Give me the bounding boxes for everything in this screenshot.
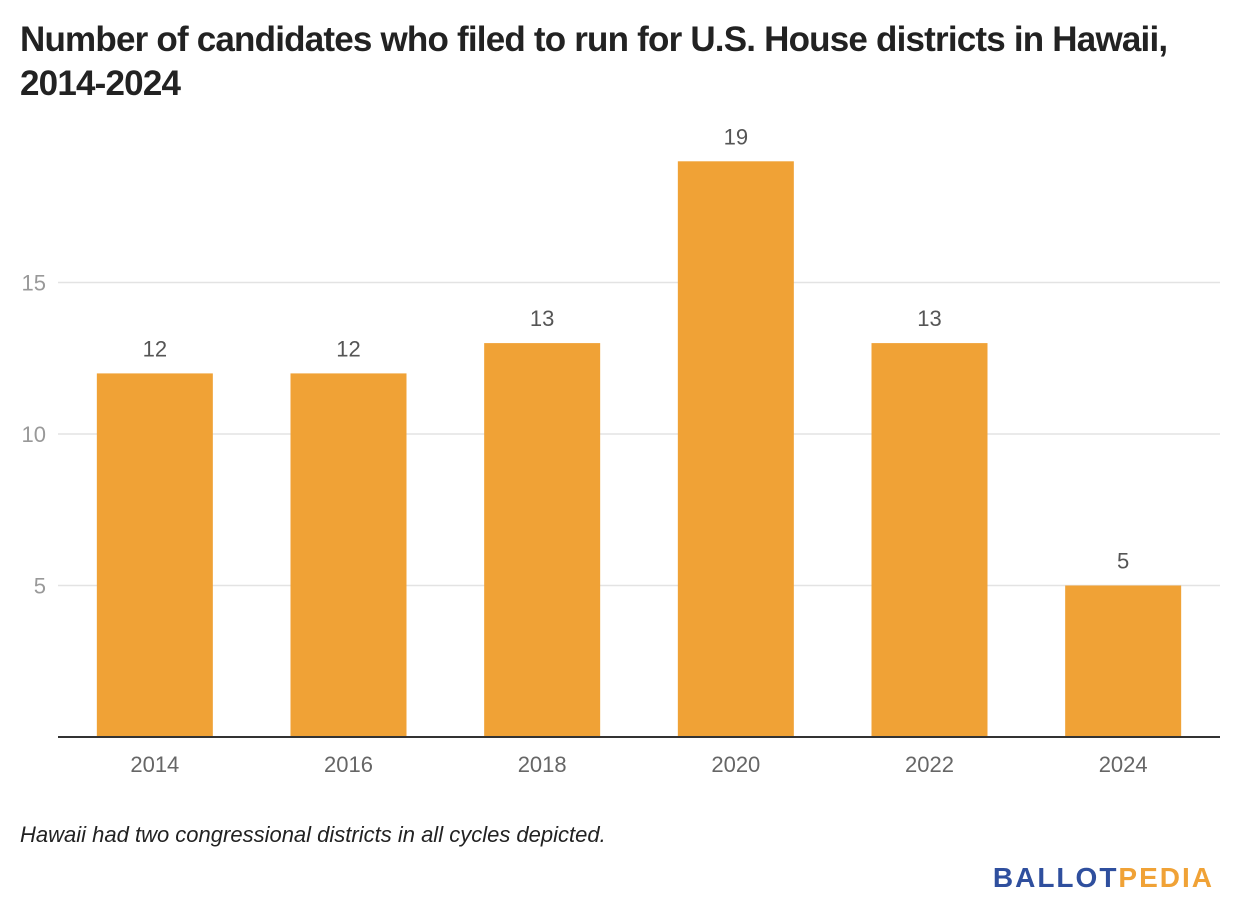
y-tick-label: 10 — [22, 422, 46, 447]
data-label: 19 — [724, 124, 748, 149]
bar — [871, 343, 988, 737]
bar — [290, 373, 407, 737]
x-axis-ticks: 2014 2016 2018 2020 2022 2024 — [130, 752, 1147, 777]
data-labels: 12 12 13 19 13 5 — [143, 124, 1130, 573]
ballotpedia-logo: BALLOTPEDIA — [993, 862, 1214, 894]
bar — [1065, 585, 1182, 737]
y-tick-label: 5 — [34, 574, 46, 599]
x-tick-label: 2024 — [1099, 752, 1148, 777]
logo-part-ballot: BALLOT — [992, 862, 1119, 893]
logo-part-pedia: PEDIA — [1118, 862, 1214, 893]
x-tick-label: 2018 — [518, 752, 567, 777]
data-label: 5 — [1117, 549, 1129, 574]
bar — [677, 161, 794, 738]
chart-title: Number of candidates who filed to run fo… — [20, 20, 1168, 103]
y-axis-ticks: 5 10 15 — [22, 271, 46, 599]
data-label: 12 — [336, 336, 360, 361]
bars — [96, 161, 1182, 738]
data-label: 13 — [530, 306, 554, 331]
chart-note: Hawaii had two congressional districts i… — [20, 822, 606, 847]
data-label: 12 — [143, 336, 167, 361]
x-tick-label: 2014 — [130, 752, 179, 777]
bar — [96, 373, 213, 737]
x-tick-label: 2020 — [711, 752, 760, 777]
y-tick-label: 15 — [22, 271, 46, 296]
gridlines — [58, 281, 1220, 587]
bar — [484, 343, 601, 737]
x-tick-label: 2022 — [905, 752, 954, 777]
x-tick-label: 2016 — [324, 752, 373, 777]
data-label: 13 — [917, 306, 941, 331]
